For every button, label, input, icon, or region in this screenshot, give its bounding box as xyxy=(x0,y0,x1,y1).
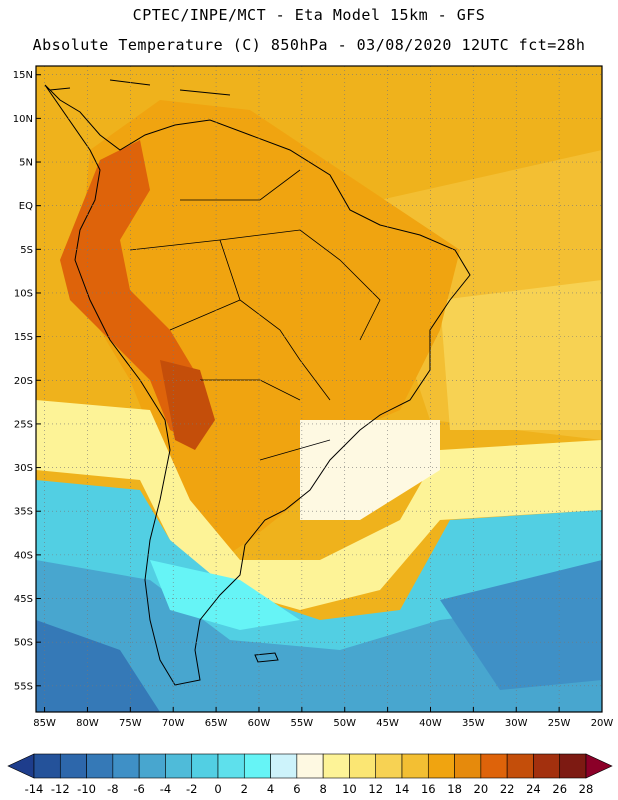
lon-label: 35W xyxy=(462,718,485,729)
colorbar-box xyxy=(191,753,219,779)
colorbar-box xyxy=(296,753,324,779)
lat-label: 45S xyxy=(14,594,33,605)
colorbar-label: 18 xyxy=(447,782,462,796)
lon-label: 70W xyxy=(162,718,185,729)
colorbar-label: -8 xyxy=(107,782,118,796)
colorbar-box xyxy=(559,753,587,779)
lat-label: 55S xyxy=(14,681,33,692)
colorbar-box xyxy=(480,753,508,779)
field-coldest-east xyxy=(440,560,602,690)
field-transition xyxy=(36,400,602,610)
lon-label: 75W xyxy=(119,718,142,729)
colorbar-label: 10 xyxy=(342,782,357,796)
colorbar-label: 4 xyxy=(267,782,274,796)
colorbar-label: 20 xyxy=(474,782,489,796)
colorbar-label: 14 xyxy=(395,782,410,796)
lon-label: 50W xyxy=(333,718,356,729)
lat-label: 50S xyxy=(14,638,33,649)
lon-label: 80W xyxy=(76,718,99,729)
map-title-line2: Absolute Temperature (C) 850hPa - 03/08/… xyxy=(32,36,586,54)
field-colder xyxy=(36,560,602,712)
field-cream xyxy=(300,420,440,520)
colorbar-label: 24 xyxy=(526,782,541,796)
colorbar-box xyxy=(165,753,193,779)
lon-label: 25W xyxy=(548,718,571,729)
field-andes-hot xyxy=(160,360,215,450)
map-title-line1: CPTEC/INPE/MCT - Eta Model 15km - GFS xyxy=(132,6,486,24)
lon-label: 45W xyxy=(376,718,399,729)
lat-label: 40S xyxy=(14,550,33,561)
colorbar-box xyxy=(533,753,561,779)
colorbar-label: -4 xyxy=(160,782,171,796)
colorbar-label: -6 xyxy=(133,782,144,796)
colorbar-label: -12 xyxy=(51,782,70,796)
lon-label: 65W xyxy=(205,718,228,729)
colorbar-box xyxy=(138,753,166,779)
field-land xyxy=(80,100,460,560)
colorbar-label: 8 xyxy=(319,782,326,796)
colorbar-label: 6 xyxy=(293,782,300,796)
lon-label: 85W xyxy=(33,718,56,729)
falklands xyxy=(254,652,279,663)
colorbar-label: 12 xyxy=(368,782,383,796)
longitude-labels: 85W 80W 75W 70W 65W 60W 55W 50W 45W 40W 35W 30W 25W 2… xyxy=(33,718,613,729)
colorbar-box xyxy=(112,753,140,779)
lat-label: 35S xyxy=(14,507,33,518)
field-coldest-west xyxy=(36,620,160,712)
lat-label: 5S xyxy=(20,245,33,256)
lat-label: 25S xyxy=(14,419,33,430)
colorbar-label: 28 xyxy=(579,782,594,796)
colorbar-box xyxy=(86,753,114,779)
colorbar-label: -10 xyxy=(77,782,96,796)
colorbar-max-triangle xyxy=(585,753,613,779)
colorbar-min-triangle xyxy=(7,753,35,779)
colorbar-box xyxy=(506,753,534,779)
map-frame xyxy=(35,65,603,713)
colorbar-label: 0 xyxy=(214,782,221,796)
colorbar-box xyxy=(59,753,87,779)
colorbar-box xyxy=(33,753,61,779)
colorbar-label: 2 xyxy=(241,782,248,796)
lat-label: 20S xyxy=(14,376,33,387)
lat-label: EQ xyxy=(19,201,33,212)
colorbar-box xyxy=(270,753,298,779)
colorbar-label: 16 xyxy=(421,782,436,796)
colorbar-label: 26 xyxy=(552,782,567,796)
field-band-east2 xyxy=(440,280,602,430)
colorbar-box xyxy=(454,753,482,779)
latitude-labels: 15N 10N 5N EQ 5S 10S 15S 20S 25S 30S 35S 40S 45S 50S 5… xyxy=(13,70,33,692)
colorbar: -14 -12 -10 -8 -6 -4 -2 0 2 4 6 8 10 12 14 16 18 20 22 24 26… xyxy=(7,753,613,796)
colorbar-label: 22 xyxy=(500,782,515,796)
lat-label: 15N xyxy=(13,70,33,81)
lat-label: 15S xyxy=(14,332,33,343)
lat-label: 5N xyxy=(19,158,33,169)
colorbar-box xyxy=(322,753,350,779)
colorbar-box xyxy=(401,753,429,779)
lon-label: 60W xyxy=(248,718,271,729)
lon-label: 20W xyxy=(591,718,614,729)
colorbar-box xyxy=(375,753,403,779)
colorbar-box xyxy=(217,753,245,779)
lat-label: 10N xyxy=(13,114,33,125)
lat-label: 10S xyxy=(14,288,33,299)
temperature-field xyxy=(36,66,602,712)
lon-label: 40W xyxy=(419,718,442,729)
colorbar-box xyxy=(243,753,271,779)
graticule xyxy=(36,66,603,712)
colorbar-label: -14 xyxy=(25,782,44,796)
lon-label: 30W xyxy=(505,718,528,729)
colorbar-box xyxy=(349,753,377,779)
colorbar-label: -2 xyxy=(186,782,197,796)
islands xyxy=(49,79,231,96)
lat-label: 30S xyxy=(14,463,33,474)
colorbar-box xyxy=(427,753,455,779)
field-light-cyan xyxy=(150,560,300,630)
lon-label: 55W xyxy=(291,718,314,729)
